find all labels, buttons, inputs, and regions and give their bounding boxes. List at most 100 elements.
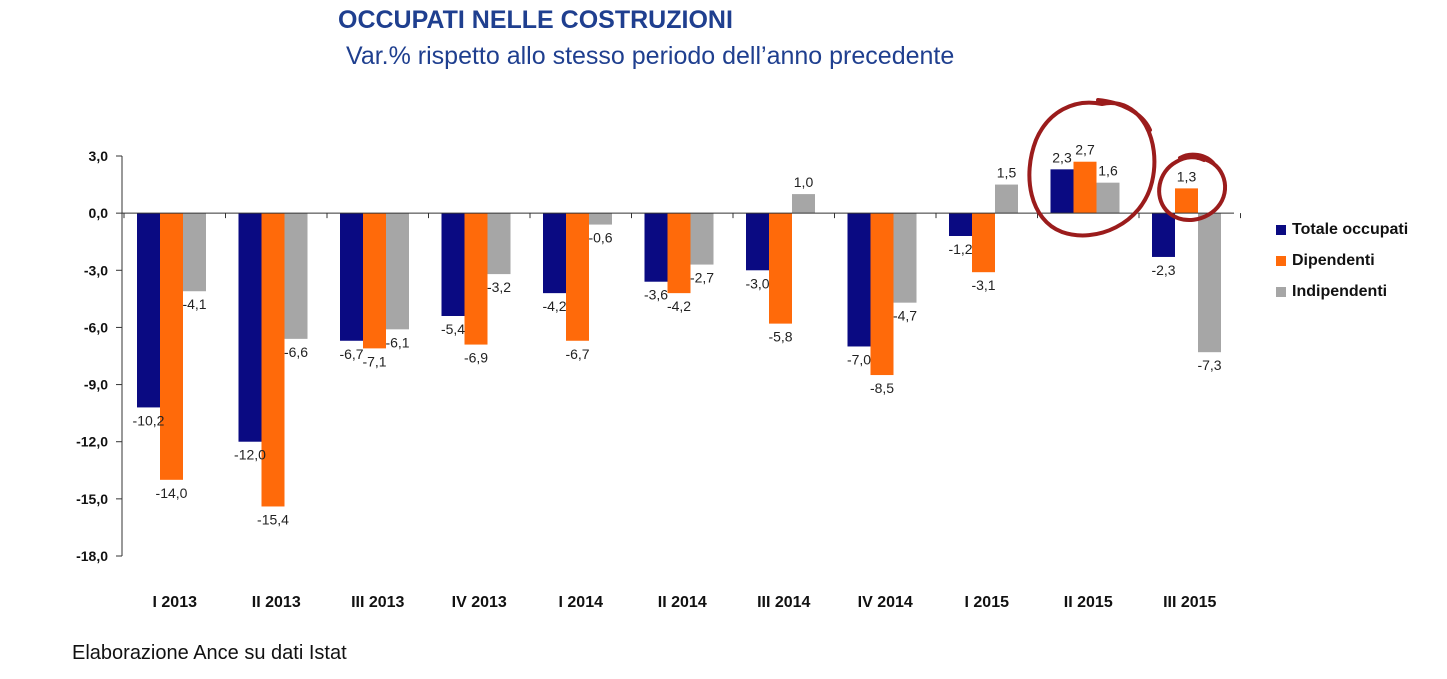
- data-label: -1,2: [948, 241, 972, 257]
- data-label: 1,0: [794, 174, 814, 190]
- bar-dipendenti: [566, 213, 589, 341]
- x-tick-label: IV 2014: [858, 594, 913, 611]
- y-tick-label: -9,0: [84, 377, 108, 393]
- data-label: -3,6: [644, 287, 668, 303]
- data-label: -4,2: [667, 298, 691, 314]
- legend-label-dipendenti: Dipendenti: [1292, 251, 1375, 269]
- data-label: -3,2: [487, 279, 511, 295]
- x-tick-label: I 2014: [559, 594, 604, 611]
- legend-item-totale: Totale occupati: [1276, 214, 1408, 245]
- legend-label-totale: Totale occupati: [1292, 220, 1409, 238]
- legend-swatch-indipendenti: [1276, 286, 1286, 297]
- x-tick-label: IV 2013: [452, 594, 507, 611]
- bar-indipendenti: [589, 213, 612, 225]
- highlight-circle-iii-2015: [1157, 152, 1227, 223]
- bar-totale-occupati: [543, 213, 566, 294]
- x-tick-label: III 2014: [757, 594, 810, 611]
- y-tick-label: -12,0: [76, 434, 108, 450]
- x-tick-label: I 2013: [153, 594, 198, 611]
- chart-title: OCCUPATI NELLE COSTRUZIONI: [338, 6, 733, 34]
- bar-dipendenti: [261, 213, 285, 507]
- data-label: -6,7: [565, 346, 589, 362]
- data-label: -14,0: [156, 485, 188, 501]
- bar-indipendenti: [284, 213, 308, 339]
- chart-subtitle: Var.% rispetto allo stesso periodo dell’…: [346, 42, 955, 70]
- x-tick-label: II 2014: [658, 594, 707, 611]
- source-note: Elaborazione Ance su dati Istat: [72, 642, 347, 664]
- legend-swatch-dipendenti: [1276, 255, 1286, 266]
- data-label: -6,7: [339, 346, 363, 362]
- bar-totale-occupati: [441, 213, 465, 316]
- data-label: -6,6: [284, 344, 308, 360]
- bar-dipendenti: [464, 213, 488, 345]
- bar-totale-occupati: [746, 213, 769, 271]
- data-label: 1,6: [1098, 163, 1118, 179]
- bar-totale-occupati: [1152, 213, 1175, 257]
- bar-indipendenti: [995, 184, 1018, 214]
- bar-dipendenti: [160, 213, 183, 480]
- bar-totale-occupati: [644, 213, 668, 282]
- data-label: -10,2: [133, 412, 165, 428]
- legend-item-dipendenti: Dipendenti: [1276, 245, 1408, 276]
- x-tick-label: II 2015: [1064, 594, 1113, 611]
- bar-indipendenti: [183, 213, 206, 292]
- bar-indipendenti: [487, 213, 511, 275]
- data-label: -6,9: [464, 350, 488, 366]
- legend-swatch-totale: [1276, 224, 1286, 235]
- bar-totale-occupati: [1050, 169, 1074, 214]
- bar-dipendenti: [667, 213, 691, 294]
- data-label: -2,3: [1151, 262, 1175, 278]
- bar-dipendenti: [1175, 188, 1198, 214]
- bar-indipendenti: [690, 213, 714, 265]
- y-tick-label: 0,0: [89, 205, 109, 221]
- bar-totale-occupati: [340, 213, 363, 341]
- data-label: -7,1: [362, 353, 386, 369]
- data-label: -3,0: [745, 275, 769, 291]
- x-tick-label: I 2015: [965, 594, 1010, 611]
- data-label: -2,7: [690, 270, 714, 286]
- data-label: 2,7: [1075, 142, 1095, 158]
- data-label: -0,6: [588, 230, 612, 246]
- x-tick-label: III 2013: [351, 594, 404, 611]
- data-label: 2,3: [1052, 149, 1072, 165]
- bar-dipendenti: [870, 213, 894, 376]
- y-tick-label: -15,0: [76, 491, 108, 507]
- data-label: -12,0: [234, 447, 266, 463]
- legend: Totale occupati Dipendenti Indipendenti: [1276, 214, 1408, 307]
- data-label: -5,8: [768, 329, 792, 345]
- data-label: -3,1: [971, 277, 995, 293]
- y-tick-label: -6,0: [84, 319, 108, 335]
- data-label: 1,3: [1177, 168, 1197, 184]
- bar-indipendenti: [893, 213, 917, 303]
- data-label: -7,3: [1197, 357, 1221, 373]
- data-label: -4,2: [542, 298, 566, 314]
- y-tick-label: 3,0: [89, 148, 109, 164]
- bar-indipendenti: [1096, 182, 1120, 214]
- data-label: -5,4: [441, 321, 465, 337]
- y-tick-label: -3,0: [84, 262, 108, 278]
- data-label: -4,1: [182, 296, 206, 312]
- bar-dipendenti: [972, 213, 995, 273]
- bar-indipendenti: [792, 194, 815, 214]
- y-tick-label: -18,0: [76, 548, 108, 564]
- x-tick-label: III 2015: [1163, 594, 1216, 611]
- highlight-circle-ii-2015: [1027, 98, 1157, 238]
- legend-item-indipendenti: Indipendenti: [1276, 276, 1408, 307]
- data-label: -7,0: [847, 351, 871, 367]
- bar-totale-occupati: [137, 213, 160, 408]
- data-label: -8,5: [870, 380, 894, 396]
- bar-totale-occupati: [847, 213, 871, 347]
- data-label: -4,7: [893, 308, 917, 324]
- data-label: -15,4: [257, 511, 289, 527]
- bar-dipendenti: [363, 213, 386, 349]
- bar-totale-occupati: [238, 213, 262, 442]
- x-tick-label: II 2013: [252, 594, 301, 611]
- bar-indipendenti: [1198, 213, 1221, 353]
- bar-dipendenti: [769, 213, 792, 324]
- data-label: 1,5: [997, 165, 1017, 181]
- bar-indipendenti: [386, 213, 409, 330]
- bar-dipendenti: [1073, 161, 1097, 214]
- legend-label-indipendenti: Indipendenti: [1292, 282, 1388, 300]
- bar-totale-occupati: [949, 213, 972, 236]
